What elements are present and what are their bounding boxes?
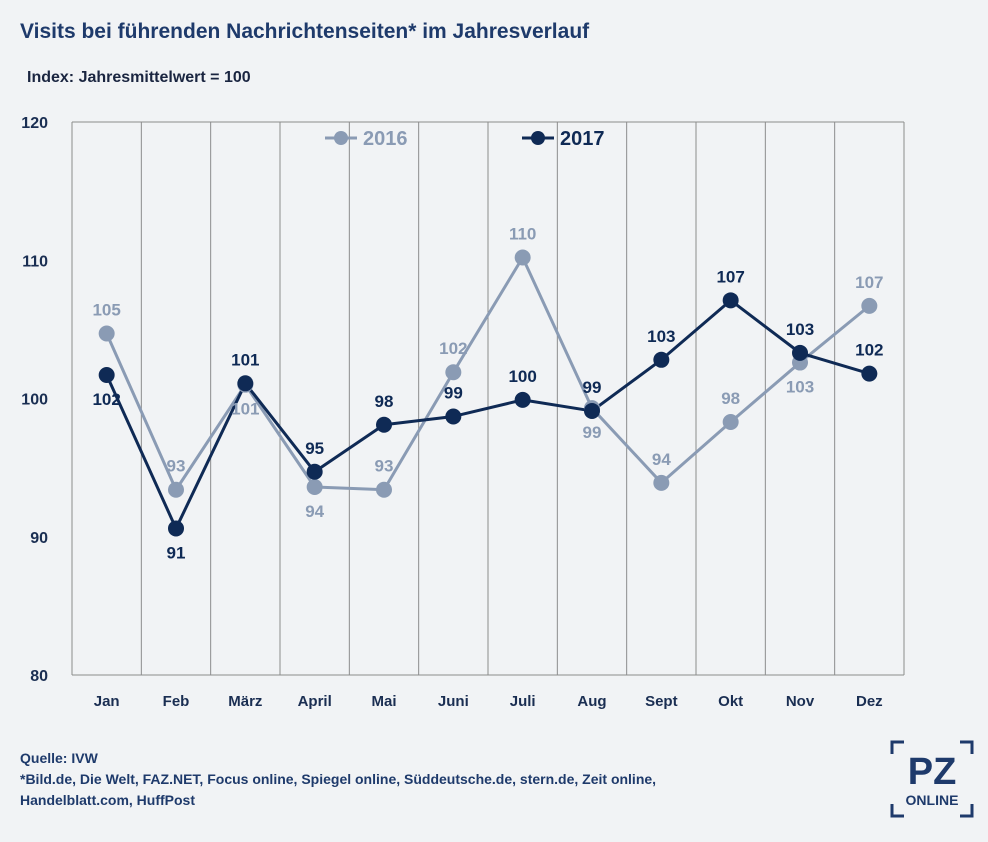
data-point-2016 [514, 249, 531, 266]
data-point-2016 [376, 481, 392, 498]
y-tick-label: 100 [21, 392, 48, 409]
data-label-2016: 102 [439, 339, 467, 358]
data-point-2017 [722, 292, 739, 309]
data-label-2017: 99 [583, 378, 602, 397]
footnote-line-2: Handelblatt.com, HuffPost [20, 792, 196, 808]
data-label-2017: 103 [786, 320, 814, 339]
x-tick-label: Dez [856, 693, 883, 710]
data-point-2017 [445, 408, 462, 425]
logo-corner-bl [890, 804, 904, 818]
legend-label-2017: 2017 [560, 128, 605, 150]
x-tick-label: Mai [371, 693, 396, 710]
data-point-2017 [584, 402, 600, 419]
data-label-2016: 93 [375, 457, 394, 476]
data-point-2017 [98, 366, 115, 383]
data-point-2016 [306, 478, 323, 495]
data-label-2017: 95 [305, 439, 324, 458]
data-label-2017: 99 [444, 383, 463, 402]
chart-footer: Quelle: IVW *Bild.de, Die Welt, FAZ.NET,… [20, 748, 656, 811]
x-tick-label: Aug [577, 693, 606, 710]
series-line-2016 [105, 255, 871, 492]
data-point-2017 [376, 416, 392, 433]
data-label-2017: 103 [647, 327, 675, 346]
legend-label-2016: 2016 [363, 128, 408, 150]
series-line-2017 [105, 298, 870, 530]
data-label-2016: 93 [167, 457, 186, 476]
data-point-2016 [722, 414, 739, 431]
data-point-2017 [861, 365, 878, 382]
data-point-2017 [792, 344, 808, 361]
legend-marker-2017 [531, 131, 545, 145]
x-tick-label: Juli [510, 693, 536, 710]
x-tick-label: Feb [163, 693, 190, 710]
data-label-2017: 100 [508, 367, 536, 386]
x-tick-label: Sept [645, 693, 678, 710]
x-tick-label: Juni [438, 693, 469, 710]
data-label-2016: 110 [509, 224, 536, 243]
logo-main-text: PZ [908, 751, 957, 793]
pz-online-logo: PZ ONLINE [890, 740, 974, 818]
footnote-line-1: *Bild.de, Die Welt, FAZ.NET, Focus onlin… [20, 771, 657, 787]
chart-subtitle: Index: Jahresmittelwert = 100 [27, 69, 251, 86]
data-point-2016 [861, 297, 878, 314]
source-note: Quelle: IVW [20, 750, 98, 766]
data-label-2017: 102 [855, 341, 883, 360]
line-chart: 80 90 100 110 120 Jan Feb März April Mai Juni Juli A… [21, 115, 905, 710]
data-label-2016: 105 [92, 301, 120, 320]
data-label-2016: 94 [305, 502, 324, 521]
data-label-2016: 101 [231, 400, 259, 419]
data-label-2017: 91 [167, 543, 186, 562]
y-tick-label: 80 [30, 668, 48, 685]
x-tick-label: April [298, 693, 332, 710]
logo-corner-tr [960, 740, 974, 754]
data-point-2016 [98, 325, 115, 342]
data-label-2017: 98 [375, 392, 394, 411]
x-tick-label: März [228, 693, 262, 710]
y-tick-label: 90 [30, 530, 48, 547]
logo-corner-tl [890, 740, 904, 754]
data-point-2017 [168, 520, 184, 537]
data-point-2017 [653, 351, 670, 368]
data-point-2016 [653, 474, 670, 491]
data-label-2016: 99 [583, 423, 602, 442]
data-point-2017 [237, 375, 254, 392]
logo-sub-text: ONLINE [906, 792, 959, 808]
data-point-2017 [306, 463, 323, 480]
x-tick-label: Jan [94, 693, 120, 710]
y-tick-label: 110 [22, 253, 48, 270]
data-label-2016: 98 [721, 389, 740, 408]
data-point-2017 [514, 391, 531, 408]
legend-marker-2016 [334, 131, 348, 145]
y-tick-label: 120 [21, 115, 48, 132]
chart-title: Visits bei führenden Nachrichtenseiten* … [20, 20, 590, 43]
x-tick-label: Nov [786, 693, 815, 710]
data-label-2016: 107 [855, 273, 883, 292]
data-label-2017: 102 [92, 390, 120, 409]
logo-corner-br [960, 804, 974, 818]
data-point-2016 [168, 481, 184, 498]
data-label-2017: 107 [716, 267, 744, 286]
data-label-2017: 101 [231, 350, 259, 369]
data-label-2016: 94 [652, 450, 671, 469]
x-tick-label: Okt [718, 693, 743, 710]
data-point-2016 [445, 364, 462, 381]
data-label-2016: 103 [786, 378, 814, 397]
